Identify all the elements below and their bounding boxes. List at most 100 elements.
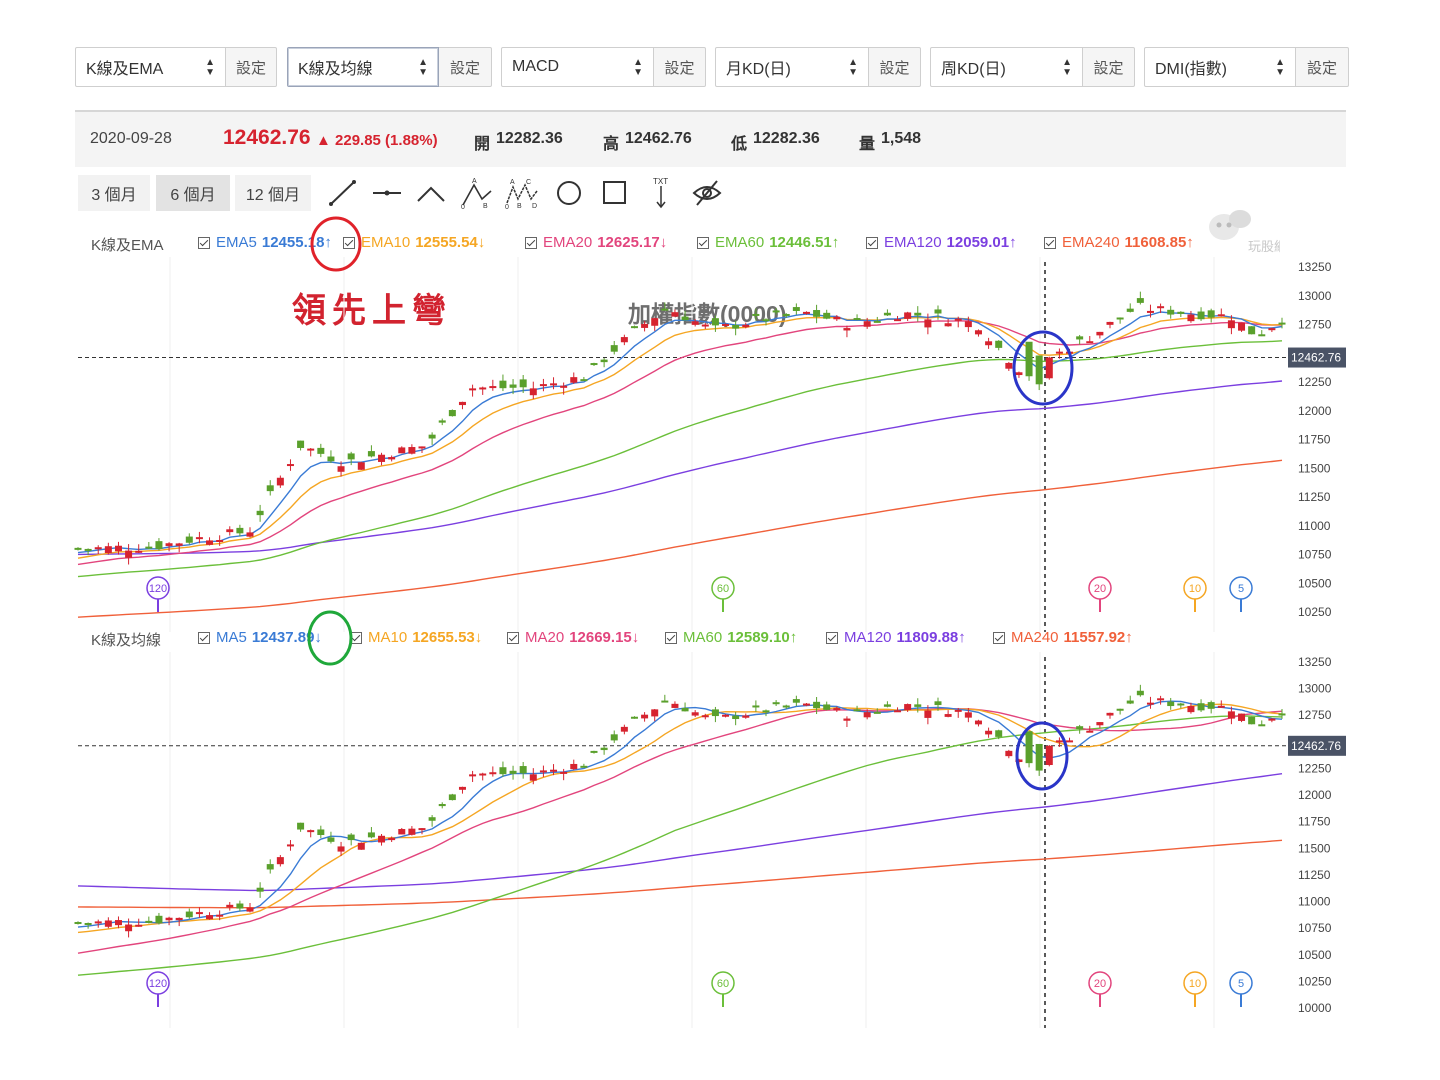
checkbox-icon[interactable] — [1044, 236, 1056, 249]
legend-ema20[interactable]: EMA20 12625.17↓ — [525, 234, 667, 251]
checkbox-icon[interactable] — [697, 236, 709, 249]
candle-body — [297, 822, 305, 830]
legend-ma240[interactable]: MA240 11557.92↑ — [993, 629, 1133, 646]
y-tick-label: 10750 — [1298, 548, 1332, 562]
candle-body — [1086, 341, 1094, 344]
period-marker-label: 20 — [1094, 978, 1106, 990]
checkbox-icon[interactable] — [198, 236, 210, 249]
svg-text:0: 0 — [461, 204, 465, 209]
candle-body — [327, 837, 335, 842]
indicator-select-3[interactable]: MACD ▲ ▼ — [501, 47, 654, 87]
checkbox-icon[interactable] — [507, 631, 519, 644]
tab-12-months[interactable]: 12 個月 — [235, 175, 311, 211]
svg-text:0: 0 — [505, 204, 509, 209]
candle-body — [1278, 713, 1286, 716]
candle-body — [1146, 702, 1154, 705]
candle-body — [691, 321, 699, 325]
candle-body — [276, 477, 284, 486]
candle-body — [337, 846, 345, 852]
legend-ema120[interactable]: EMA120 12059.01↑ — [866, 234, 1017, 251]
xabcd-pattern-icon[interactable]: A C 0 B D — [505, 177, 539, 209]
legend-ma20[interactable]: MA20 12669.15↓ — [507, 629, 639, 646]
candle-body — [1055, 351, 1063, 354]
settings-button-3[interactable]: 設定 — [654, 47, 706, 87]
tab-3-months[interactable]: 3 個月 — [78, 175, 150, 211]
candle-body — [317, 447, 325, 454]
legend-ma60[interactable]: MA60 12589.10↑ — [665, 629, 797, 646]
updown-caret-icon: ▲ ▼ — [1062, 57, 1072, 78]
y-tick-label: 12750 — [1298, 318, 1332, 332]
indicator-select-1[interactable]: K線及EMA ▲ ▼ — [75, 47, 226, 87]
candle-body — [964, 321, 972, 328]
svg-text:B: B — [517, 203, 522, 209]
candle-body — [620, 726, 628, 732]
indicator-select-4[interactable]: 月KD(日) ▲ ▼ — [715, 47, 869, 87]
checkbox-icon[interactable] — [866, 236, 878, 249]
candle-body — [347, 834, 355, 841]
settings-button-1[interactable]: 設定 — [226, 47, 277, 87]
checkbox-icon[interactable] — [993, 631, 1005, 644]
candle-body — [1248, 716, 1256, 725]
rectangle-tool-icon[interactable] — [598, 177, 632, 209]
legend-ma120[interactable]: MA120 11809.88↑ — [826, 629, 966, 646]
candle-body — [1106, 712, 1114, 716]
checkbox-icon[interactable] — [198, 631, 210, 644]
svg-text:B: B — [483, 203, 488, 209]
line-tool-icon[interactable] — [326, 177, 360, 209]
settings-button-4[interactable]: 設定 — [869, 47, 921, 87]
candle-body — [337, 466, 345, 472]
horizontal-line-icon[interactable] — [370, 177, 404, 209]
candle-body — [701, 715, 709, 718]
price-tag-box — [1288, 735, 1346, 756]
ma240-line — [77, 839, 1283, 909]
quote-info-bar: 2020-09-28 12462.76 ▲ 229.85 (1.88%) 開 1… — [75, 110, 1346, 167]
checkbox-icon[interactable] — [343, 236, 355, 249]
candle-body — [722, 714, 730, 717]
period-marker — [1229, 971, 1253, 995]
legend-ema240[interactable]: EMA240 11608.85↑ — [1044, 234, 1194, 251]
legend-ema10[interactable]: EMA10 12555.54↓ — [343, 234, 485, 251]
legend-ma5[interactable]: MA5 12437.89↓ — [198, 629, 322, 646]
candle-body — [378, 454, 386, 462]
selector-group-6: DMI(指數) ▲ ▼ 設定 — [1144, 47, 1349, 89]
candle-body — [570, 377, 578, 383]
blue-highlight-circle — [1015, 721, 1069, 791]
abcd-pattern-icon[interactable]: A 0 B — [460, 177, 494, 209]
candle-body — [600, 747, 608, 751]
legend-ema60[interactable]: EMA60 12446.51↑ — [697, 234, 839, 251]
text-tool-icon[interactable]: TXT — [644, 177, 678, 209]
hide-eye-icon[interactable] — [690, 177, 724, 209]
candle-body — [802, 311, 810, 314]
checkbox-icon[interactable] — [665, 631, 677, 644]
candle-body — [519, 766, 527, 774]
settings-button-6[interactable]: 設定 — [1296, 47, 1349, 87]
candle-body — [630, 716, 638, 719]
candle-body — [125, 550, 133, 558]
checkbox-icon[interactable] — [826, 631, 838, 644]
checkbox-icon[interactable] — [525, 236, 537, 249]
candle-body — [1197, 703, 1205, 711]
indicator-select-2[interactable]: K線及均線 ▲ ▼ — [287, 47, 439, 87]
indicator-select-6[interactable]: DMI(指數) ▲ ▼ — [1144, 47, 1296, 87]
settings-button-2[interactable]: 設定 — [439, 47, 492, 87]
ema10-line — [77, 316, 1283, 559]
candle-body — [732, 324, 740, 329]
legend-label: EMA240 — [1062, 234, 1120, 251]
angle-tool-icon[interactable] — [414, 177, 448, 209]
candle-body — [1126, 700, 1134, 704]
candle-body — [1207, 702, 1215, 709]
legend-ema5[interactable]: EMA5 12455.18↑ — [198, 234, 332, 251]
y-tick-label: 12000 — [1298, 788, 1332, 802]
legend-value: 12437.89↓ — [251, 629, 322, 646]
legend-ma10[interactable]: MA10 12655.53↓ — [350, 629, 482, 646]
candle-body — [1015, 372, 1023, 376]
indicator-select-5[interactable]: 周KD(日) ▲ ▼ — [930, 47, 1083, 87]
tab-6-months[interactable]: 6 個月 — [156, 175, 230, 211]
ma60-line — [77, 715, 1283, 976]
candle-body — [985, 730, 993, 735]
candle-body — [226, 904, 234, 908]
legend-value: 12059.01↑ — [946, 234, 1017, 251]
circle-tool-icon[interactable] — [552, 177, 586, 209]
settings-button-5[interactable]: 設定 — [1083, 47, 1135, 87]
